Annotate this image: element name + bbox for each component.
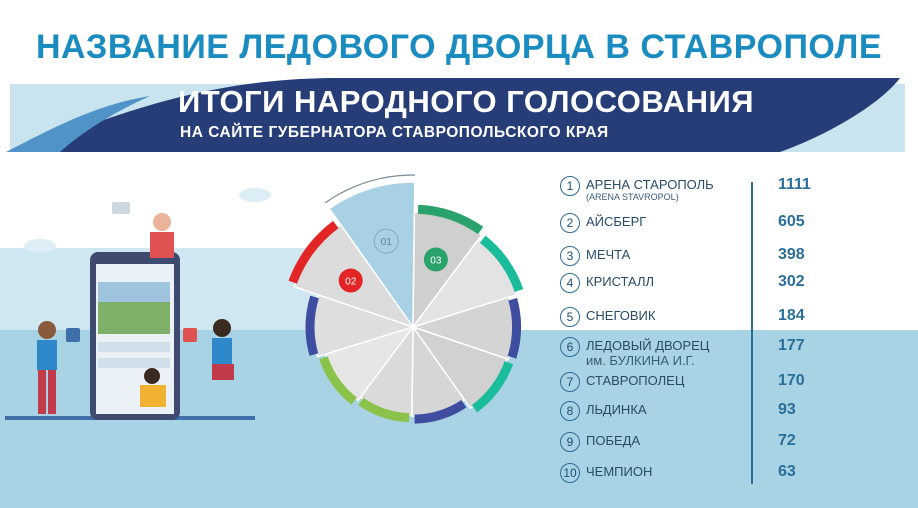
pie-slice-rim	[414, 399, 467, 424]
legend-divider	[751, 182, 753, 484]
pie-slice-rim	[479, 235, 524, 293]
slice-marker	[338, 268, 363, 293]
pie-slice-rim	[358, 397, 410, 423]
rank-badge: 9	[560, 432, 580, 452]
slice-marker	[373, 228, 399, 254]
vote-count: 1111	[778, 176, 811, 193]
page-title: НАЗВАНИЕ ЛЕДОВОГО ДВОРЦА В СТАВРОПОЛЕ	[35, 28, 883, 66]
rank-badge: 8	[560, 401, 580, 421]
option-name: ПОБЕДА	[586, 433, 641, 448]
vote-count: 605	[778, 213, 805, 230]
pie-slice-rim	[288, 220, 339, 284]
slice-marker-label: 01	[381, 237, 393, 248]
option-name-sub: им. БУЛКИНА И.Г.	[586, 353, 695, 368]
votes-pie-chart: 01 02 03	[288, 174, 524, 424]
option-name: СТАВРОПОЛЕЦ	[586, 373, 685, 388]
vote-count: 72	[778, 432, 796, 449]
chat-icon	[112, 202, 130, 214]
rank-badge: 6	[560, 337, 580, 357]
heart-icon	[183, 328, 197, 342]
option-name: КРИСТАЛЛ	[586, 274, 655, 289]
vote-count: 170	[778, 372, 805, 389]
vote-count: 302	[778, 273, 805, 290]
arrow-arc	[324, 174, 415, 204]
pie-slice	[328, 181, 416, 330]
person-icon	[38, 321, 56, 339]
option-name: ЛЕДОВЫЙ ДВОРЕЦ	[586, 338, 710, 353]
option-name-sub: (ARENA STAVROPOL)	[586, 192, 679, 202]
title-banner	[6, 78, 905, 152]
person-icon	[213, 319, 231, 337]
cloud-icon	[24, 239, 56, 253]
option-name: ЛЬДИНКА	[586, 402, 647, 417]
option-name: АЙСБЕРГ	[586, 214, 647, 229]
vote-count: 177	[778, 337, 805, 354]
option-name: ЧЕМПИОН	[586, 464, 653, 479]
pie-slice-rim	[507, 298, 521, 359]
option-name: МЕЧТА	[586, 247, 631, 262]
slice-marker-label: 03	[430, 256, 442, 267]
people-phone-illustration	[5, 188, 271, 420]
vote-count: 93	[778, 401, 796, 418]
person-icon	[153, 213, 171, 231]
rank-badge: 7	[560, 372, 580, 392]
option-name: АРЕНА СТАРОПОЛЬ	[586, 177, 714, 192]
rank-badge: 1	[560, 176, 580, 196]
rank-badge: 5	[560, 307, 580, 327]
pie-slice-rim	[305, 295, 319, 356]
rank-badge: 10	[560, 463, 580, 483]
pie-slice-rim	[471, 361, 514, 413]
slice-marker-label: 02	[345, 277, 357, 288]
pie-slice-rim	[417, 204, 484, 235]
vote-count: 398	[778, 246, 805, 263]
hashtag-icon	[66, 328, 80, 342]
rank-badge: 4	[560, 273, 580, 293]
pie-slice-rim	[319, 356, 358, 405]
person-icon	[144, 368, 160, 384]
vote-count: 184	[778, 307, 805, 324]
slice-marker	[423, 247, 448, 272]
banner-subtitle: НА САЙТЕ ГУБЕРНАТОРА СТАВРОПОЛЬСКОГО КРА…	[180, 124, 609, 141]
vote-count: 63	[778, 463, 796, 480]
rank-badge: 2	[560, 213, 580, 233]
cloud-icon	[239, 188, 271, 202]
rank-badge: 3	[560, 246, 580, 266]
banner-title: ИТОГИ НАРОДНОГО ГОЛОСОВАНИЯ	[178, 84, 755, 119]
option-name: СНЕГОВИК	[586, 308, 656, 323]
